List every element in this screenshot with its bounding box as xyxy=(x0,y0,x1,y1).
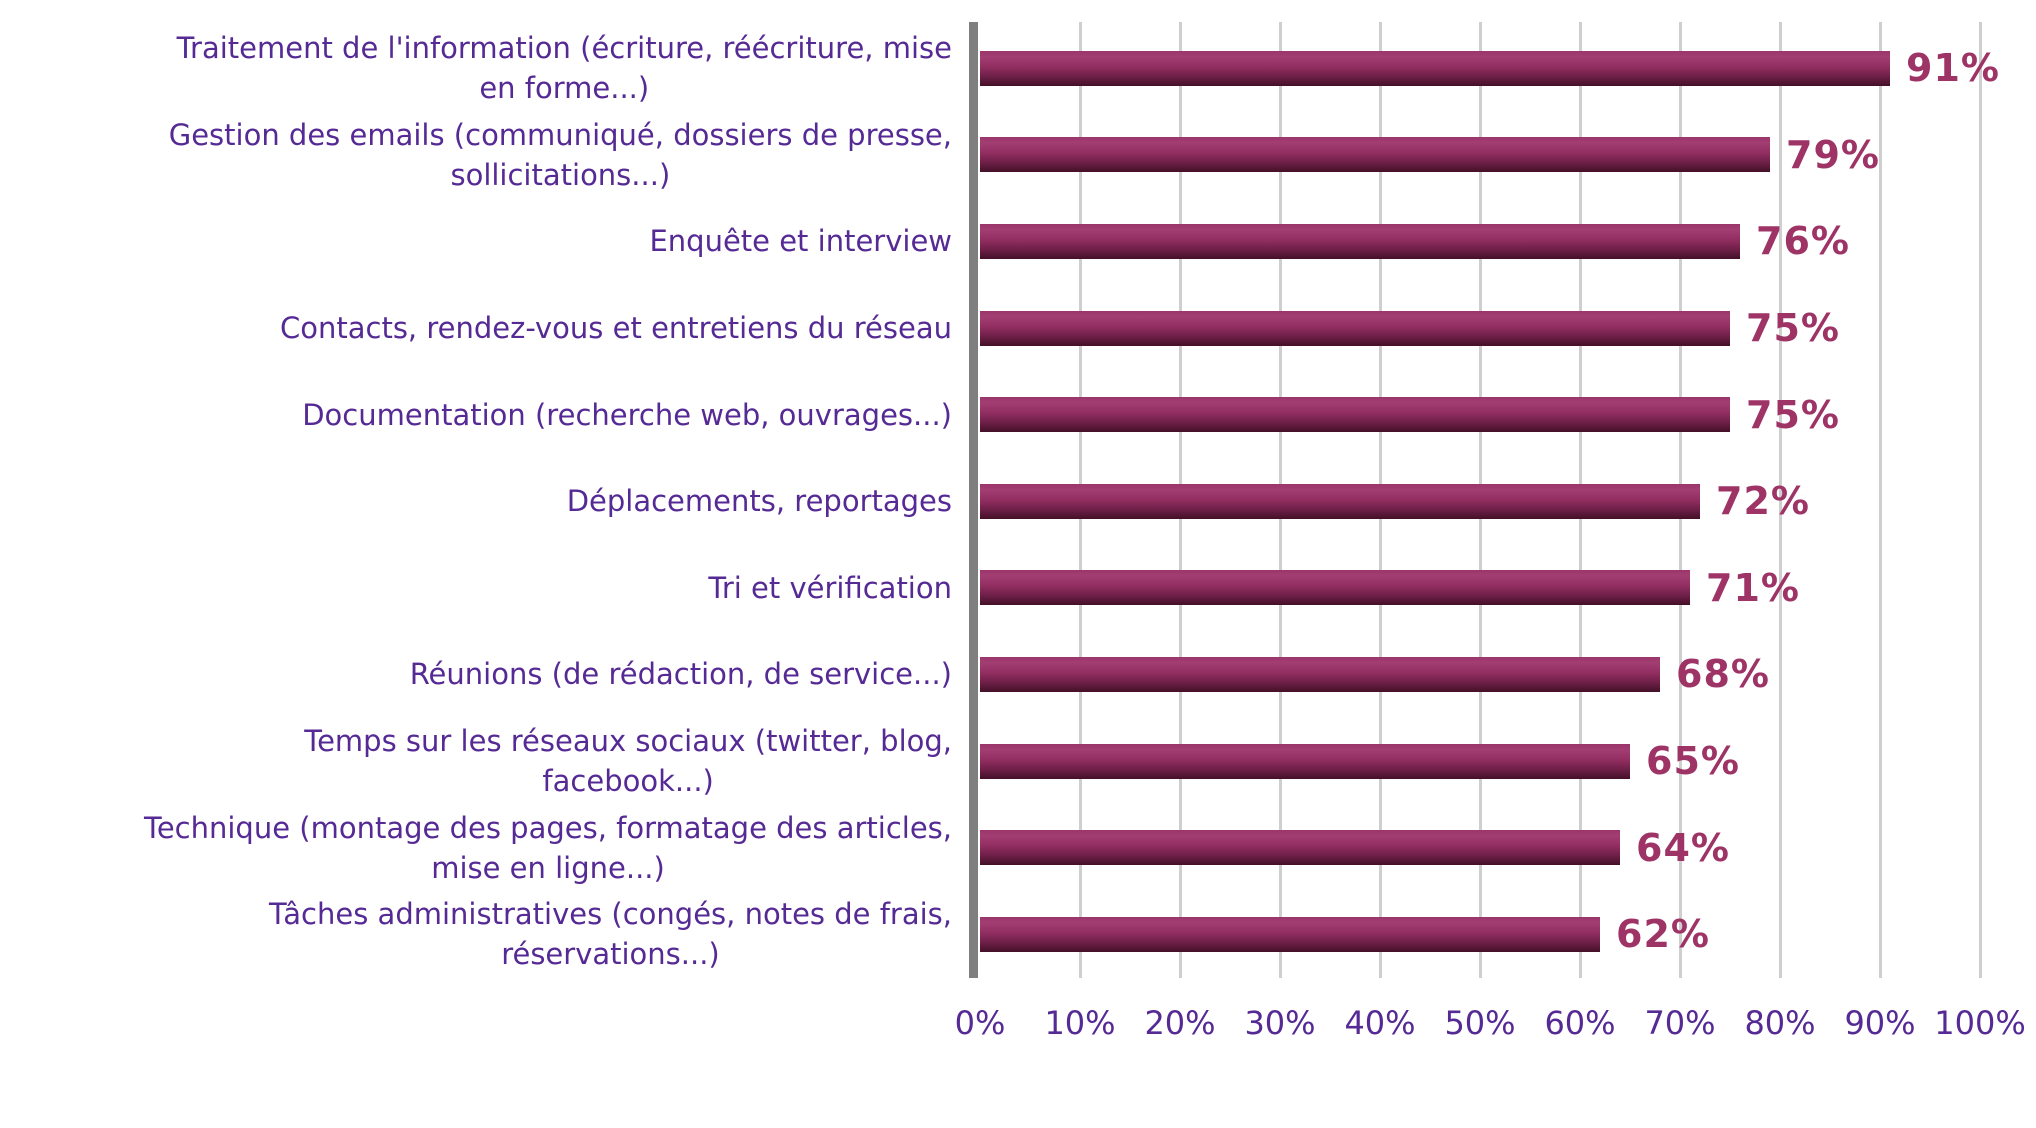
bar-zone: 62% xyxy=(980,891,2036,978)
bar-zone: 79% xyxy=(980,112,2036,199)
chart-row: Temps sur les réseaux sociaux (twitter, … xyxy=(0,718,2036,805)
x-axis-tick-label: 0% xyxy=(954,1004,1006,1042)
category-label-cell: Enquête et interview xyxy=(0,221,980,261)
category-label: Temps sur les réseaux sociaux (twitter, … xyxy=(304,724,952,799)
value-label: 62% xyxy=(1616,912,1710,957)
bar xyxy=(980,916,1600,952)
category-label: Tâches administratives (congés, notes de… xyxy=(268,897,952,972)
category-label: Déplacements, reportages xyxy=(566,484,952,519)
category-label: Réunions (de rédaction, de service...) xyxy=(409,657,952,692)
chart-row: Technique (montage des pages, formatage … xyxy=(0,804,2036,891)
bar-zone: 91% xyxy=(980,25,2036,112)
chart-row: Tri et vérification 71% xyxy=(0,545,2036,632)
y-axis-line xyxy=(969,22,978,978)
category-label-cell: Technique (montage des pages, formatage … xyxy=(0,808,980,888)
bar xyxy=(980,656,1660,692)
bar xyxy=(980,50,1890,86)
category-label-cell: Réunions (de rédaction, de service...) xyxy=(0,654,980,694)
bar xyxy=(980,223,1740,259)
category-label-cell: Tri et vérification xyxy=(0,568,980,608)
x-axis-tick-label: 100% xyxy=(1934,1004,2026,1042)
x-axis-tick-label: 40% xyxy=(1344,1004,1416,1042)
chart-row: Traitement de l'information (écriture, r… xyxy=(0,25,2036,112)
bar-zone: 72% xyxy=(980,458,2036,545)
category-label: Gestion des emails (communiqué, dossiers… xyxy=(168,117,952,192)
chart-row: Déplacements, reportages 72% xyxy=(0,458,2036,545)
bar xyxy=(980,397,1730,433)
bar-zone: 75% xyxy=(980,371,2036,458)
x-axis-tick-label: 10% xyxy=(1044,1004,1116,1042)
chart-row: Enquête et interview 76% xyxy=(0,198,2036,285)
category-label: Contacts, rendez-vous et entretiens du r… xyxy=(279,311,952,346)
chart-row: Gestion des emails (communiqué, dossiers… xyxy=(0,112,2036,199)
x-axis-tick-label: 60% xyxy=(1544,1004,1616,1042)
gridline xyxy=(1979,22,1982,978)
chart-row: Documentation (recherche web, ouvrages..… xyxy=(0,371,2036,458)
category-label-cell: Déplacements, reportages xyxy=(0,481,980,521)
gridline xyxy=(1779,22,1782,978)
bar-zone: 64% xyxy=(980,804,2036,891)
x-axis-tick-label: 20% xyxy=(1144,1004,1216,1042)
chart-row: Réunions (de rédaction, de service...) 6… xyxy=(0,631,2036,718)
x-axis-tick-label: 70% xyxy=(1644,1004,1716,1042)
value-label: 72% xyxy=(1716,479,1810,524)
value-label: 65% xyxy=(1646,739,1740,784)
gridline xyxy=(1879,22,1882,978)
category-label-cell: Traitement de l'information (écriture, r… xyxy=(0,28,980,108)
category-label: Traitement de l'information (écriture, r… xyxy=(176,31,952,106)
value-label: 76% xyxy=(1756,219,1850,264)
value-label: 79% xyxy=(1786,132,1880,177)
category-label-cell: Temps sur les réseaux sociaux (twitter, … xyxy=(0,721,980,801)
bar xyxy=(980,137,1770,173)
category-label: Tri et vérification xyxy=(708,570,952,605)
category-label: Enquête et interview xyxy=(649,224,952,259)
bar xyxy=(980,743,1630,779)
x-axis-tick-label: 90% xyxy=(1844,1004,1916,1042)
category-label-cell: Documentation (recherche web, ouvrages..… xyxy=(0,395,980,435)
category-label: Documentation (recherche web, ouvrages..… xyxy=(302,397,952,432)
category-label-cell: Contacts, rendez-vous et entretiens du r… xyxy=(0,308,980,348)
value-label: 91% xyxy=(1906,46,2000,91)
bar xyxy=(980,310,1730,346)
x-axis-tick-label: 30% xyxy=(1244,1004,1316,1042)
bar-zone: 76% xyxy=(980,198,2036,285)
bar xyxy=(980,570,1690,606)
bar-zone: 65% xyxy=(980,718,2036,805)
x-axis-labels: 0% 10% 20% 30% 40% 50% 60% 70% 80% 90% 1… xyxy=(0,1004,2036,1054)
chart-row: Tâches administratives (congés, notes de… xyxy=(0,891,2036,978)
chart-rows: Traitement de l'information (écriture, r… xyxy=(0,25,2036,978)
value-label: 68% xyxy=(1676,652,1770,697)
chart-row: Contacts, rendez-vous et entretiens du r… xyxy=(0,285,2036,372)
bar-zone: 68% xyxy=(980,631,2036,718)
value-label: 71% xyxy=(1706,565,1800,610)
bar xyxy=(980,830,1620,866)
x-axis-tick-label: 80% xyxy=(1744,1004,1816,1042)
value-label: 75% xyxy=(1746,392,1840,437)
bar-zone: 71% xyxy=(980,545,2036,632)
category-label-cell: Gestion des emails (communiqué, dossiers… xyxy=(0,115,980,195)
bar xyxy=(980,483,1700,519)
value-label: 64% xyxy=(1636,825,1730,870)
category-label-cell: Tâches administratives (congés, notes de… xyxy=(0,894,980,974)
value-label: 75% xyxy=(1746,306,1840,351)
x-axis-tick-label: 50% xyxy=(1444,1004,1516,1042)
bar-zone: 75% xyxy=(980,285,2036,372)
category-label: Technique (montage des pages, formatage … xyxy=(144,810,952,885)
